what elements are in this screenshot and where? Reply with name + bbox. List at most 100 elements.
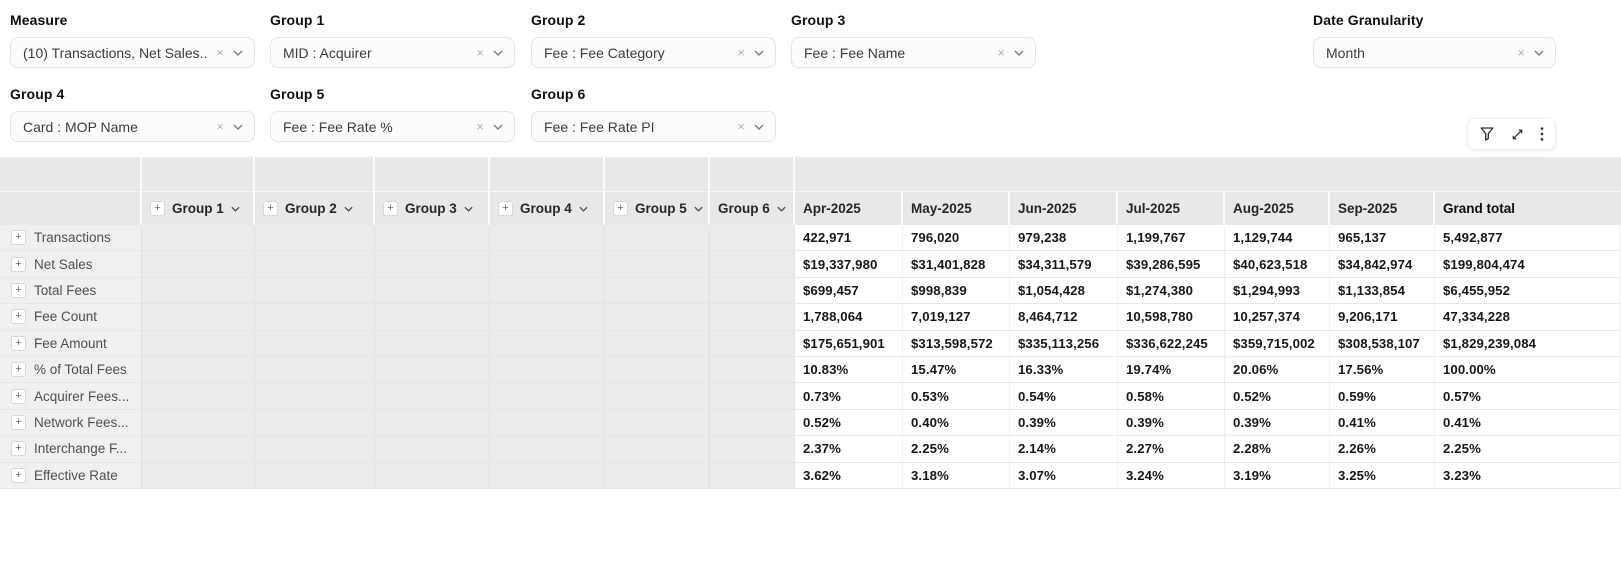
plus-icon[interactable]: +: [150, 201, 165, 216]
kebab-menu-icon[interactable]: [1540, 126, 1544, 142]
chevron-down-icon[interactable]: [233, 50, 243, 56]
group-cell: [142, 277, 255, 305]
plus-icon[interactable]: +: [383, 201, 398, 216]
chevron-down-icon[interactable]: [754, 50, 764, 56]
group-5-select[interactable]: Fee : Fee Rate % ×: [270, 111, 515, 142]
clear-icon[interactable]: ×: [737, 119, 745, 134]
expand-icon[interactable]: [1510, 127, 1525, 142]
group-4-select-value: Card : MOP Name: [23, 118, 138, 135]
header-band-cell: [0, 157, 142, 192]
chevron-down-icon[interactable]: [493, 124, 503, 130]
clear-icon[interactable]: ×: [1517, 45, 1525, 60]
value: 1,199,767: [1126, 230, 1186, 246]
expand-row-icon[interactable]: +: [11, 362, 26, 378]
chevron-down-icon[interactable]: [1534, 50, 1544, 56]
value-cell: $19,337,980: [795, 251, 903, 278]
group-6-select[interactable]: Fee : Fee Rate PI ×: [531, 111, 776, 142]
column-header-grand-total: Grand total: [1435, 192, 1621, 225]
chevron-down-icon[interactable]: [579, 206, 588, 212]
group-1-select[interactable]: MID : Acquirer ×: [270, 37, 515, 68]
column-header-period: Aug-2025: [1225, 192, 1330, 225]
group-6-label: Group 6: [531, 86, 586, 102]
chevron-down-icon[interactable]: [694, 206, 703, 212]
group-4-select[interactable]: Card : MOP Name ×: [10, 111, 255, 142]
header-band-cell: [1118, 157, 1225, 192]
value-cell: 2.14%: [1010, 436, 1118, 463]
group-5-control: Group 5 Fee : Fee Rate % ×: [270, 86, 515, 142]
group-cell: [605, 304, 710, 331]
date-granularity-select[interactable]: Month ×: [1313, 37, 1556, 68]
expand-row-icon[interactable]: +: [11, 335, 26, 351]
group-1-select-value: MID : Acquirer: [283, 44, 372, 61]
column-header-group-4[interactable]: + Group 4: [490, 192, 605, 225]
value: 3.25%: [1338, 467, 1376, 483]
group-cell: [142, 383, 255, 410]
measure-control: Measure (10) Transactions, Net Sales... …: [10, 12, 255, 68]
column-header-label: Group 1: [172, 201, 224, 216]
clear-icon[interactable]: ×: [216, 119, 224, 134]
column-header-group-3[interactable]: + Group 3: [375, 192, 490, 225]
group-cell: [710, 383, 795, 410]
expand-row-icon[interactable]: +: [11, 230, 26, 246]
value: $34,842,974: [1338, 256, 1413, 272]
value-cell: $1,133,854: [1330, 277, 1435, 305]
value: 3.07%: [1018, 467, 1056, 483]
group-2-select[interactable]: Fee : Fee Category ×: [531, 37, 776, 68]
value-cell: 0.41%: [1330, 409, 1435, 437]
expand-row-icon[interactable]: +: [11, 467, 26, 483]
column-header-group-5[interactable]: + Group 5: [605, 192, 710, 225]
chevron-down-icon[interactable]: [493, 50, 503, 56]
column-header-label: Group 5: [635, 201, 687, 216]
value: 1,788,064: [803, 309, 863, 325]
chevron-down-icon[interactable]: [754, 124, 764, 130]
grand-total-cell: $1,829,239,084: [1435, 330, 1621, 357]
chevron-down-icon[interactable]: [1014, 50, 1024, 56]
clear-icon[interactable]: ×: [997, 45, 1005, 60]
clear-icon[interactable]: ×: [737, 45, 745, 60]
plus-icon[interactable]: +: [263, 201, 278, 216]
period-label: Aug-2025: [1233, 201, 1294, 216]
header-band-cell: [1225, 157, 1330, 192]
row-header: + Fee Amount: [0, 330, 142, 357]
filter-icon[interactable]: [1479, 126, 1495, 142]
value-cell: $335,113,256: [1010, 330, 1118, 357]
chevron-down-icon[interactable]: [464, 206, 473, 212]
value: 0.39%: [1126, 414, 1164, 430]
value: $31,401,828: [911, 256, 986, 272]
expand-row-icon[interactable]: +: [11, 414, 26, 430]
value: 0.58%: [1126, 388, 1164, 404]
value-cell: 17.56%: [1330, 356, 1435, 384]
value: $19,337,980: [803, 256, 878, 272]
plus-icon[interactable]: +: [613, 201, 628, 216]
column-header-group-2[interactable]: + Group 2: [255, 192, 375, 225]
column-header-label: Group 6: [718, 201, 770, 216]
expand-row-icon[interactable]: +: [11, 441, 26, 457]
expand-row-icon[interactable]: +: [11, 309, 26, 325]
clear-icon[interactable]: ×: [476, 119, 484, 134]
clear-icon[interactable]: ×: [216, 45, 224, 60]
column-header-group-6[interactable]: Group 6: [710, 192, 795, 225]
group-cell: [605, 330, 710, 357]
grand-total-cell: $199,804,474: [1435, 251, 1621, 278]
expand-row-icon[interactable]: +: [11, 256, 26, 272]
chevron-down-icon[interactable]: [777, 206, 786, 212]
value: 2.14%: [1018, 441, 1056, 457]
value-cell: 796,020: [903, 225, 1010, 252]
group-3-select[interactable]: Fee : Fee Name ×: [791, 37, 1036, 68]
group-cell: [710, 462, 795, 489]
chevron-down-icon[interactable]: [231, 206, 240, 212]
grand-total-cell: 5,492,877: [1435, 225, 1621, 252]
group-cell: [375, 462, 490, 489]
column-header-label: Group 3: [405, 201, 457, 216]
value: $39,286,595: [1126, 256, 1201, 272]
value-cell: 965,137: [1330, 225, 1435, 252]
plus-icon[interactable]: +: [498, 201, 513, 216]
measure-select[interactable]: (10) Transactions, Net Sales... ×: [10, 37, 255, 68]
expand-row-icon[interactable]: +: [11, 388, 26, 404]
chevron-down-icon[interactable]: [344, 206, 353, 212]
column-header-group-1[interactable]: + Group 1: [142, 192, 255, 225]
chevron-down-icon[interactable]: [233, 124, 243, 130]
clear-icon[interactable]: ×: [476, 45, 484, 60]
expand-row-icon[interactable]: +: [11, 282, 26, 298]
